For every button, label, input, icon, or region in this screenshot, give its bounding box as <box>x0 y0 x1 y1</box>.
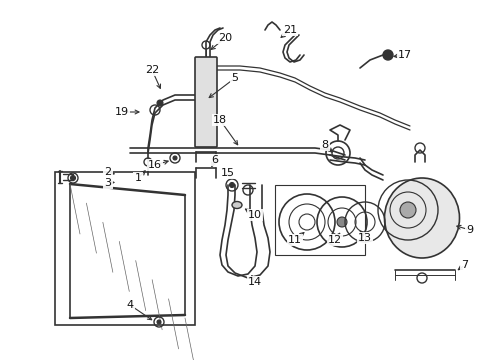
Text: 7: 7 <box>461 260 468 270</box>
Circle shape <box>173 156 177 160</box>
Text: 4: 4 <box>126 300 133 310</box>
Bar <box>274 185 364 255</box>
Ellipse shape <box>384 178 459 258</box>
Text: 16: 16 <box>148 160 162 170</box>
Text: 9: 9 <box>466 225 472 235</box>
Bar <box>55 172 195 325</box>
Text: 8: 8 <box>321 140 328 150</box>
Circle shape <box>336 217 346 227</box>
Circle shape <box>382 50 392 60</box>
FancyBboxPatch shape <box>195 57 217 147</box>
Text: 10: 10 <box>247 210 262 220</box>
Circle shape <box>399 202 415 218</box>
Text: 3: 3 <box>104 178 111 188</box>
Text: 14: 14 <box>247 277 262 287</box>
Text: 2: 2 <box>104 167 111 177</box>
Circle shape <box>70 176 75 180</box>
Text: 6: 6 <box>211 155 218 165</box>
Text: 18: 18 <box>212 115 226 125</box>
Circle shape <box>157 100 163 106</box>
Text: 17: 17 <box>397 50 411 60</box>
Text: 20: 20 <box>218 33 232 43</box>
Text: 21: 21 <box>283 25 296 35</box>
Ellipse shape <box>231 202 242 208</box>
Text: 22: 22 <box>144 65 159 75</box>
Text: 13: 13 <box>357 233 371 243</box>
Text: 11: 11 <box>287 235 302 245</box>
Text: 12: 12 <box>327 235 342 245</box>
Circle shape <box>157 320 161 324</box>
Text: 1: 1 <box>134 173 141 183</box>
Text: 19: 19 <box>115 107 129 117</box>
Text: 15: 15 <box>221 168 235 178</box>
Circle shape <box>229 183 234 188</box>
Text: 5: 5 <box>231 73 238 83</box>
